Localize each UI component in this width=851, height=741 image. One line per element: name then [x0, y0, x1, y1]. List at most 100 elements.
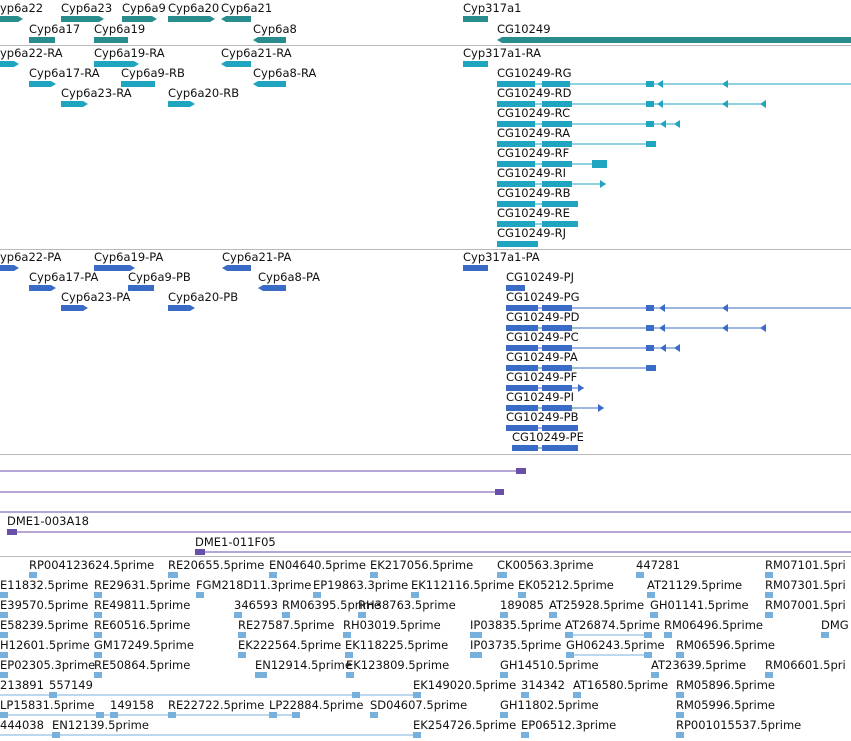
gene-feature[interactable]: [258, 37, 286, 43]
est-feature[interactable]: [234, 612, 242, 618]
est-feature[interactable]: [650, 612, 658, 618]
transcript-glyphs: [0, 61, 851, 247]
est-feature[interactable]: [500, 712, 508, 718]
est-feature[interactable]: [676, 692, 684, 698]
est-label: AT23639.5prime: [651, 658, 747, 672]
protein-label: Cyp317a1-PA: [463, 250, 540, 264]
est-feature[interactable]: [345, 652, 353, 658]
est-feature[interactable]: [29, 572, 37, 578]
est-feature[interactable]: [765, 572, 773, 578]
est-label: EN04640.5prime: [269, 558, 366, 572]
gene-feature[interactable]: [61, 16, 99, 22]
gene-feature[interactable]: [502, 37, 851, 43]
est-feature[interactable]: [521, 732, 529, 738]
est-feature[interactable]: [411, 592, 419, 598]
est-feature[interactable]: [168, 712, 176, 718]
est-feature[interactable]: [676, 732, 684, 738]
est-feature[interactable]: [765, 612, 773, 618]
gene-feature[interactable]: [463, 16, 488, 22]
gene-feature[interactable]: [29, 37, 55, 43]
est-feature[interactable]: [500, 672, 508, 678]
transcript-feature[interactable]: [121, 81, 155, 87]
est-feature[interactable]: [521, 692, 529, 698]
est-feature[interactable]: [94, 652, 102, 658]
est-feature[interactable]: [549, 612, 557, 618]
protein-feature[interactable]: [128, 285, 154, 291]
est-feature[interactable]: [0, 612, 8, 618]
protein-feature[interactable]: [227, 265, 251, 271]
transcript-feature[interactable]: [463, 61, 488, 67]
est-label: 149158: [110, 698, 154, 712]
gene-feature[interactable]: [94, 37, 128, 43]
est-feature[interactable]: [470, 632, 482, 638]
transcript-feature[interactable]: [168, 101, 190, 107]
transcript-feature[interactable]: [258, 81, 286, 87]
est-feature[interactable]: [676, 712, 684, 718]
est-feature[interactable]: [269, 572, 277, 578]
est-feature[interactable]: [636, 572, 644, 578]
est-feature[interactable]: [94, 632, 102, 638]
gene-feature[interactable]: [122, 16, 152, 22]
transcript-label: Cyp6a21-RA: [221, 46, 292, 60]
est-feature[interactable]: [497, 572, 507, 578]
est-feature[interactable]: [370, 712, 378, 718]
est-feature[interactable]: [94, 672, 102, 678]
est-feature[interactable]: [0, 632, 8, 638]
transcript-feature[interactable]: [29, 81, 51, 87]
est-label: RM07301.5pri: [765, 578, 846, 592]
est-label: RE27587.5prime: [238, 618, 335, 632]
est-label: RM07101.5pri: [765, 558, 846, 572]
protein-feature[interactable]: [168, 305, 190, 311]
est-feature[interactable]: [765, 592, 773, 598]
gene-feature[interactable]: [168, 16, 210, 22]
transcript-feature[interactable]: [61, 101, 83, 107]
transcript-label: Cyp6a8-RA: [253, 66, 317, 80]
est-feature[interactable]: [518, 592, 526, 598]
est-feature[interactable]: [651, 672, 659, 678]
est-feature[interactable]: [269, 712, 277, 718]
protein-label: CG10249-PI: [506, 390, 575, 404]
est-feature[interactable]: [413, 692, 421, 698]
est-feature[interactable]: [94, 592, 102, 598]
protein-feature[interactable]: [29, 285, 51, 291]
est-feature[interactable]: [282, 612, 290, 618]
est-feature[interactable]: [370, 572, 378, 578]
est-feature[interactable]: [346, 672, 354, 678]
transcript-feature[interactable]: [226, 61, 251, 67]
protein-feature[interactable]: [263, 285, 286, 291]
est-feature[interactable]: [313, 592, 321, 598]
protein-feature[interactable]: [463, 265, 488, 271]
est-feature[interactable]: [94, 612, 102, 618]
clone-label: DME1-003A18: [7, 514, 89, 528]
gene-feature[interactable]: [0, 16, 18, 22]
gene-feature[interactable]: [226, 16, 251, 22]
est-feature[interactable]: [255, 672, 267, 678]
est-feature[interactable]: [168, 572, 178, 578]
transcript-feature[interactable]: [0, 61, 14, 67]
est-feature[interactable]: [238, 652, 246, 658]
est-feature[interactable]: [196, 592, 204, 598]
est-label: H12601.5prime: [0, 638, 90, 652]
est-feature[interactable]: [647, 592, 655, 598]
est-feature[interactable]: [0, 672, 8, 678]
est-feature[interactable]: [500, 612, 508, 618]
transcript-feature[interactable]: [94, 61, 134, 67]
est-label: 213891: [0, 678, 44, 692]
protein-feature[interactable]: [94, 265, 130, 271]
est-feature[interactable]: [343, 632, 351, 638]
est-feature[interactable]: [238, 632, 246, 638]
est-feature[interactable]: [358, 612, 366, 618]
est-feature[interactable]: [0, 652, 8, 658]
est-feature[interactable]: [676, 652, 684, 658]
est-feature[interactable]: [573, 692, 581, 698]
est-feature[interactable]: [110, 712, 118, 718]
est-feature[interactable]: [470, 652, 482, 658]
est-label: RE22722.5prime: [168, 698, 265, 712]
protein-feature[interactable]: [61, 305, 83, 311]
est-feature[interactable]: [765, 672, 773, 678]
est-feature[interactable]: [0, 592, 8, 598]
gene-label: Cyp6a8: [253, 22, 297, 36]
est-feature[interactable]: [664, 632, 672, 638]
protein-feature[interactable]: [0, 265, 14, 271]
est-feature[interactable]: [821, 632, 829, 638]
